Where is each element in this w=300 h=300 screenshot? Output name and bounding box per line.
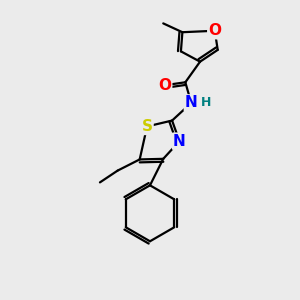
Text: S: S [142,119,153,134]
Text: N: N [173,134,186,149]
Text: H: H [201,96,211,110]
Text: O: O [208,23,221,38]
Text: N: N [185,95,198,110]
Text: O: O [158,78,171,93]
